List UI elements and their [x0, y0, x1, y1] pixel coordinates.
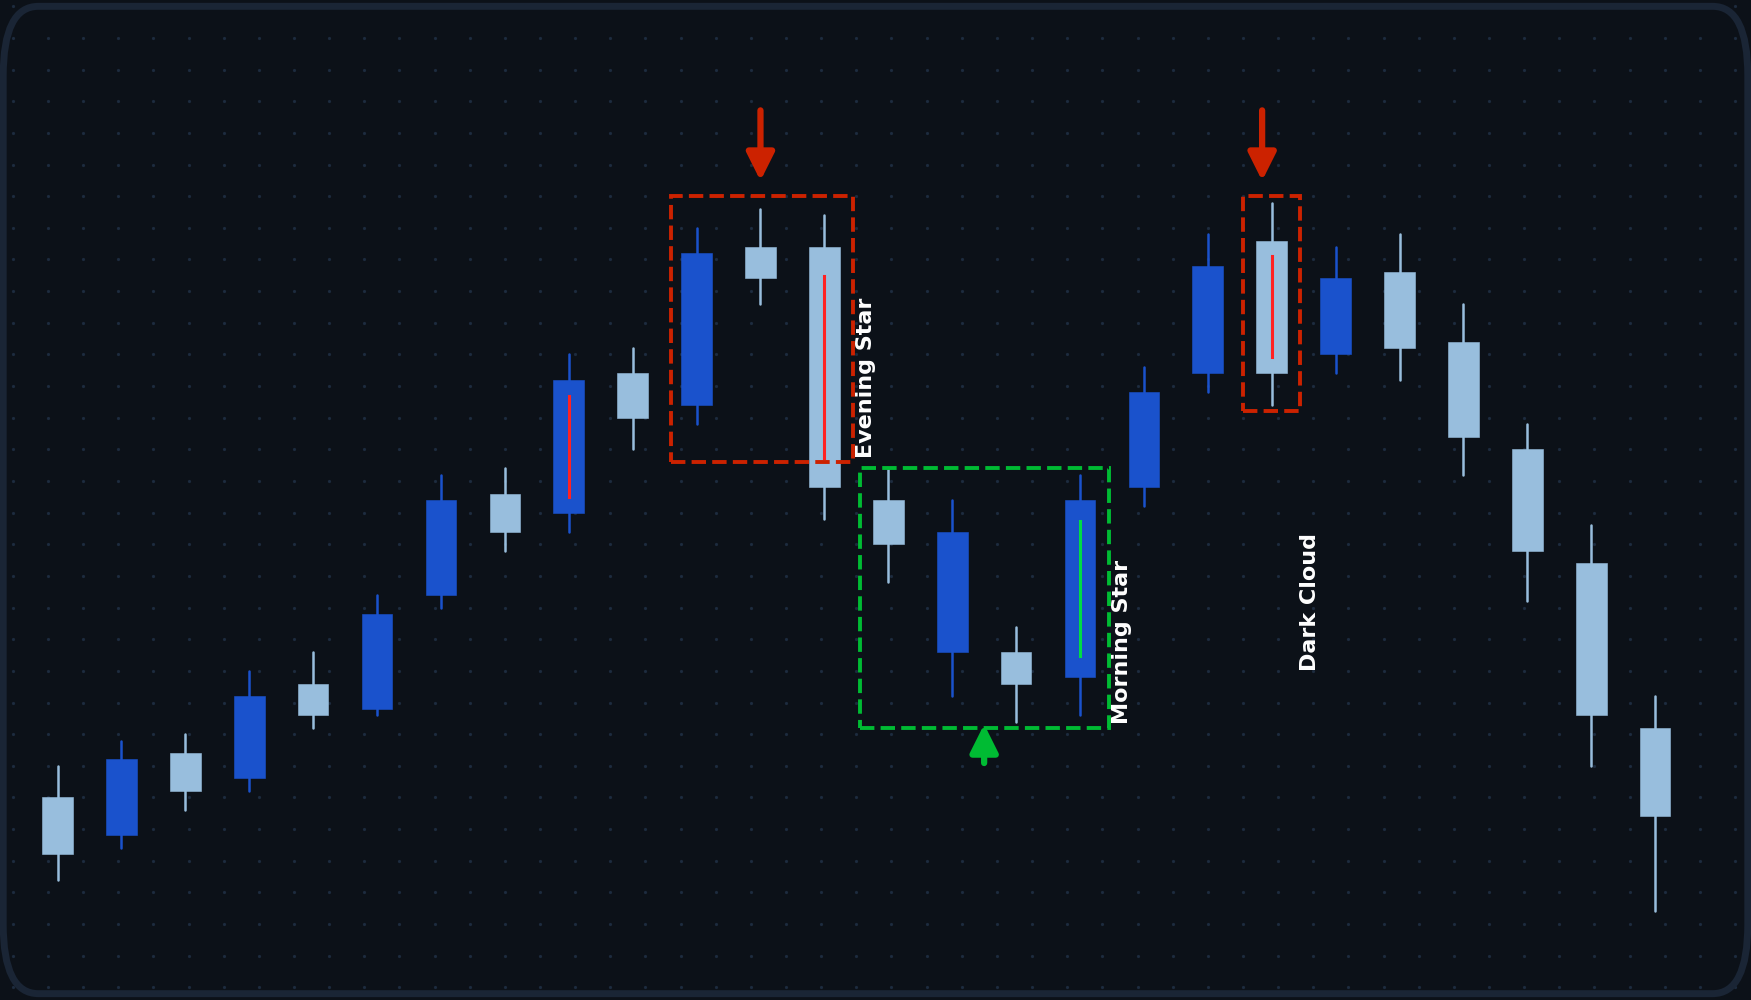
Bar	[1243, 196, 1301, 411]
Bar	[1129, 392, 1159, 487]
Bar	[746, 247, 776, 278]
Bar	[1320, 278, 1352, 354]
Bar	[425, 500, 457, 595]
Bar	[1448, 342, 1480, 437]
Bar	[42, 797, 74, 854]
Text: Dark Cloud: Dark Cloud	[1299, 533, 1320, 671]
Bar	[235, 696, 264, 778]
Text: Morning Star: Morning Star	[1112, 560, 1131, 724]
Bar	[298, 684, 329, 715]
Bar	[170, 753, 201, 791]
Bar	[1002, 652, 1031, 684]
Bar	[937, 532, 968, 652]
Bar	[809, 247, 840, 487]
Bar	[1513, 449, 1543, 551]
Bar	[362, 614, 392, 709]
Bar	[618, 373, 648, 418]
Bar	[553, 380, 585, 513]
Bar	[107, 759, 137, 835]
Bar	[1385, 272, 1415, 348]
Bar	[1257, 241, 1287, 373]
Bar	[874, 500, 904, 544]
Bar	[1639, 728, 1670, 816]
Bar	[1192, 266, 1224, 373]
Bar	[671, 196, 853, 462]
Bar	[490, 494, 520, 532]
Text: Evening Star: Evening Star	[856, 298, 876, 458]
Bar	[1576, 563, 1607, 715]
Bar	[681, 253, 713, 405]
Bar	[1065, 500, 1096, 677]
Bar	[860, 468, 1108, 728]
